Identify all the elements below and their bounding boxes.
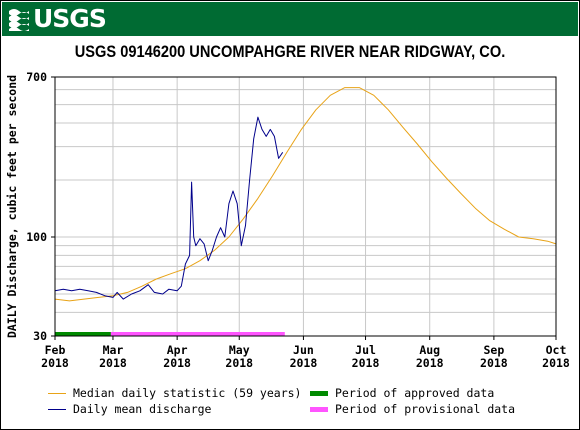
y-tick-label: 700: [26, 70, 47, 84]
x-tick-label-year: 2018: [416, 356, 444, 370]
legend-label-daily: Daily mean discharge: [73, 402, 212, 416]
series-line-median: [54, 87, 557, 302]
x-tick-label-month: Feb: [45, 343, 66, 357]
legend-swatch-daily: [48, 408, 66, 410]
chart-title: USGS 09146200 UNCOMPAHGRE RIVER NEAR RID…: [74, 42, 506, 61]
legend-item-daily: Daily mean discharge: [48, 402, 211, 416]
legend-label-provisional: Period of provisional data: [335, 402, 516, 416]
x-tick-label-month: Oct: [546, 343, 567, 357]
legend-label-approved: Period of approved data: [335, 386, 495, 400]
x-tick-label-month: Mar: [103, 343, 124, 357]
usgs-logo-text: USGS: [33, 4, 107, 33]
legend-label-median: Median daily statistic (59 years): [73, 386, 302, 400]
x-tick-label-month: May: [229, 343, 250, 357]
period-bar-approved: [55, 332, 111, 336]
x-tick-label-year: 2018: [290, 356, 318, 370]
plot-border: [54, 76, 557, 337]
x-tick-label-month: Jun: [293, 343, 314, 357]
plot-area: [55, 77, 556, 336]
legend-swatch-provisional: [310, 406, 328, 412]
legend-item-provisional: Period of provisional data: [310, 402, 515, 416]
x-tick-label-month: Aug: [419, 343, 440, 357]
x-tick-label-year: 2018: [99, 356, 127, 370]
usgs-banner: USGS: [2, 2, 578, 36]
x-tick-label-month: Jul: [355, 343, 376, 357]
period-bar-provisional: [110, 332, 285, 336]
y-tick-label: 100: [26, 230, 47, 244]
y-tick-label: 30: [33, 329, 47, 343]
legend-swatch-median: [48, 392, 66, 394]
x-tick-label-year: 2018: [225, 356, 253, 370]
x-tick-label-year: 2018: [352, 356, 380, 370]
x-tick-label-year: 2018: [480, 356, 508, 370]
series-line-daily-mean: [54, 116, 284, 300]
legend-swatch-approved: [310, 390, 328, 396]
x-tick-label-year: 2018: [542, 356, 570, 370]
legend-item-median: Median daily statistic (59 years): [48, 386, 301, 400]
y-axis-label: DAILY Discharge, cubic feet per second: [5, 75, 19, 338]
x-tick-label-month: Apr: [167, 343, 188, 357]
usgs-logo[interactable]: USGS: [8, 4, 107, 33]
legend-item-approved: Period of approved data: [310, 386, 494, 400]
x-tick-label-month: Sep: [484, 343, 505, 357]
x-tick-label-year: 2018: [41, 356, 69, 370]
x-tick-label-year: 2018: [163, 356, 191, 370]
usgs-wave-icon: [9, 9, 29, 31]
